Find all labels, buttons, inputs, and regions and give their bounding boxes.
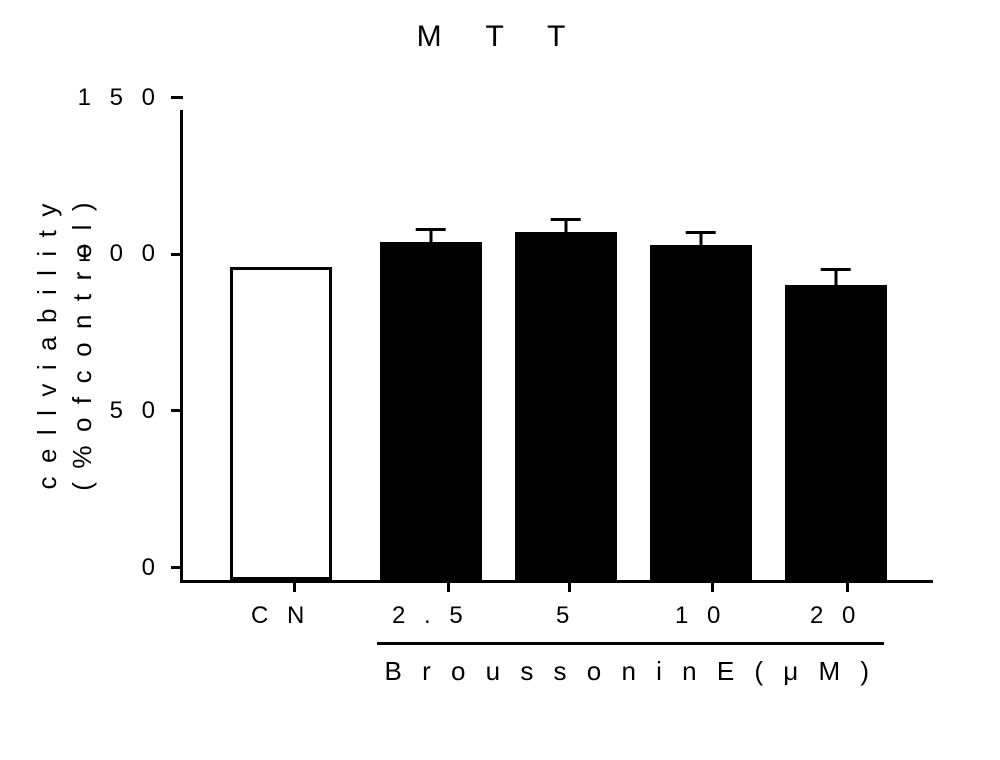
x-group-label: B r o u s s o n i n E ( μ M ) [385,656,876,687]
bar [230,267,332,580]
plot-area: 05 01 0 01 5 0C N2 . 551 02 0 [180,110,933,583]
x-tick: C N [279,580,310,630]
x-tick-label: C N [251,592,310,630]
y-axis-label: c e l l v i a b i l i t y ( % o f c o n … [30,199,100,490]
x-tick: 2 . 5 [429,580,469,630]
y-tick: 5 0 [110,397,183,425]
x-tick-label: 2 . 5 [392,592,469,630]
y-tick-label: 0 [142,554,171,582]
y-tick-label: 5 0 [110,397,171,425]
bar [650,245,752,580]
x-tick-label: 5 [556,592,575,630]
y-tick: 1 5 0 [78,84,183,112]
y-tick: 0 [142,554,183,582]
x-tick-label: 1 0 [675,592,726,630]
y-tick-label: 1 5 0 [78,84,171,112]
x-tick: 2 0 [834,580,861,630]
x-tick: 1 0 [699,580,726,630]
x-tick: 5 [564,580,575,630]
x-tick-label: 2 0 [810,592,861,630]
x-group-line [377,642,884,645]
y-axis-label-line2: ( % o f c o n t r o l ) [65,199,100,490]
bar [380,242,482,580]
y-axis-label-line1: c e l l v i a b i l i t y [30,199,65,490]
bar [785,285,887,580]
chart-title: M T T [0,20,1000,54]
bar [515,232,617,580]
